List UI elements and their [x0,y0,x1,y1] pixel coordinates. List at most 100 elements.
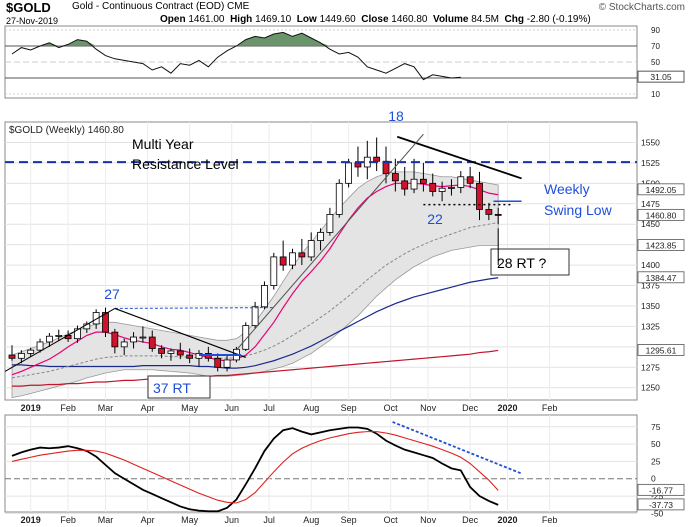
macd-x-label: May [181,515,199,525]
chg-label: Chg [504,14,524,25]
price-tick-label: 1275 [641,362,660,372]
price-tick-label: 1350 [641,301,660,311]
price-x-label: May [181,403,199,413]
high-value: 1469.10 [255,14,292,25]
macd-x-label: Feb [60,515,76,525]
candle-body [176,350,184,356]
label-28-box [490,248,570,276]
price-tick-label: 1475 [641,199,660,209]
candle-body [448,187,455,189]
low-label: Low [296,14,317,25]
candle-body [148,336,156,349]
price-x-label: Aug [303,403,319,413]
price-x-label: Dec [462,403,479,413]
count-27-trend-line [114,307,246,359]
candle-body [354,162,362,168]
price-x-label: Oct [384,403,399,413]
price-tick-label: 1550 [641,137,660,147]
candle-body [335,182,343,215]
price-x-label: Jul [263,403,275,413]
candle-body [279,256,287,266]
macd-x-label: Mar [98,515,114,525]
candle-body [298,252,306,258]
candle-body [476,182,483,210]
price-right-label: 1460.80 [646,210,677,220]
open-value: 1461.00 [188,14,225,25]
macd-right-label: -16.77 [649,485,673,495]
ma-mid-line [11,222,499,379]
macd-x-label: Sep [341,515,357,525]
macd-x-label: Feb [542,515,558,525]
candle-body [401,180,409,190]
macd-tick-label: 75 [651,422,661,432]
candle-body [251,306,259,326]
candle-body [391,173,399,182]
macd-x-label: Oct [384,515,399,525]
macd-value-box [637,498,685,511]
resistance-text-line2: Resistance Level [132,156,239,172]
candle-body [270,256,278,286]
candle-body [438,187,446,192]
macd-x-label: Jul [263,515,275,525]
candle-body [494,213,502,216]
weekly-text-line1: Weekly [544,181,590,197]
candle-body [36,341,44,351]
count-27-dashed-line [114,307,274,309]
price-x-label: Nov [420,403,437,413]
candle-body [186,354,194,359]
macd-series-line [11,426,499,513]
candle-body [158,348,166,354]
macd-tick-label: 50 [651,439,661,449]
stockcharts-credit: © StockCharts.com [598,2,685,13]
count-label-27: 27 [104,286,120,302]
price-x-label: Jun [224,403,239,413]
candle-body [92,312,100,325]
price-right-label: 1492.05 [646,185,677,195]
candle-body [167,350,175,354]
price-x-label: Apr [141,403,155,413]
downtrend-line [396,135,522,180]
price-panel-label: $GOLD (Weekly) 1460.80 [9,125,124,136]
price-x-label: Feb [542,403,558,413]
macd-tick-label: 25 [651,456,661,466]
candle-body [326,213,334,233]
chart-subtitle: Gold - Continuous Contract (EOD) CME [72,1,250,12]
macd-tick-label: -25 [651,491,664,501]
chart-symbol: $GOLD [6,0,51,15]
high-label: High [230,14,253,25]
rsi-current-label: 31.05 [650,72,672,82]
ma-slow-line [12,277,499,369]
candle-body [8,354,16,359]
macd-right-label: -37.73 [649,500,673,510]
candle-body [345,162,353,184]
weekly-text-line2: Swing Low [544,202,613,218]
price-tick-label: 1250 [641,383,660,393]
rsi-value-box [637,70,685,83]
rsi-tick-label: 70 [651,42,660,51]
uptrend-line-right [236,133,424,351]
candle-body [27,349,35,354]
macd-series-line [11,431,499,504]
price-value-box [637,208,685,221]
candle-body [111,331,119,348]
candle-body [223,359,231,368]
candle-body [289,252,296,266]
macd-x-label: 2020 [498,515,518,525]
chg-value: -2.80 (-0.19%) [526,14,591,25]
price-x-label: 2020 [498,403,518,413]
candle-body [457,176,465,188]
candle-body [17,352,25,359]
price-right-label: 1384.47 [646,273,677,283]
candle-body [74,328,81,340]
candle-body [382,160,390,174]
price-tick-label: 1500 [641,178,660,188]
macd-x-label: Nov [420,515,437,525]
candle-body [410,178,418,190]
macd-value-box [637,483,685,496]
candle-body [242,325,250,350]
price-tick-label: 1375 [641,281,660,291]
candle-body [419,178,427,184]
price-x-label: Feb [60,403,76,413]
macd-x-label: Jun [224,515,239,525]
ma-long-line [12,349,499,387]
